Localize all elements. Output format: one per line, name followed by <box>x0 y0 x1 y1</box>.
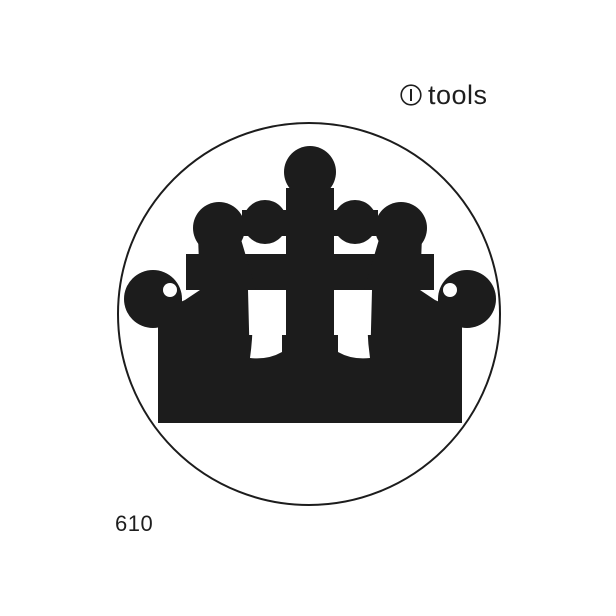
catalog-number: 610 <box>115 511 154 536</box>
emblem-cutouts <box>163 283 457 359</box>
brand-logo: tools <box>400 78 488 112</box>
crown-emblem-icon <box>124 146 496 423</box>
brand-name: tools <box>428 79 488 110</box>
emblem-ring <box>117 122 501 506</box>
circled-i-logo-icon <box>400 84 422 106</box>
